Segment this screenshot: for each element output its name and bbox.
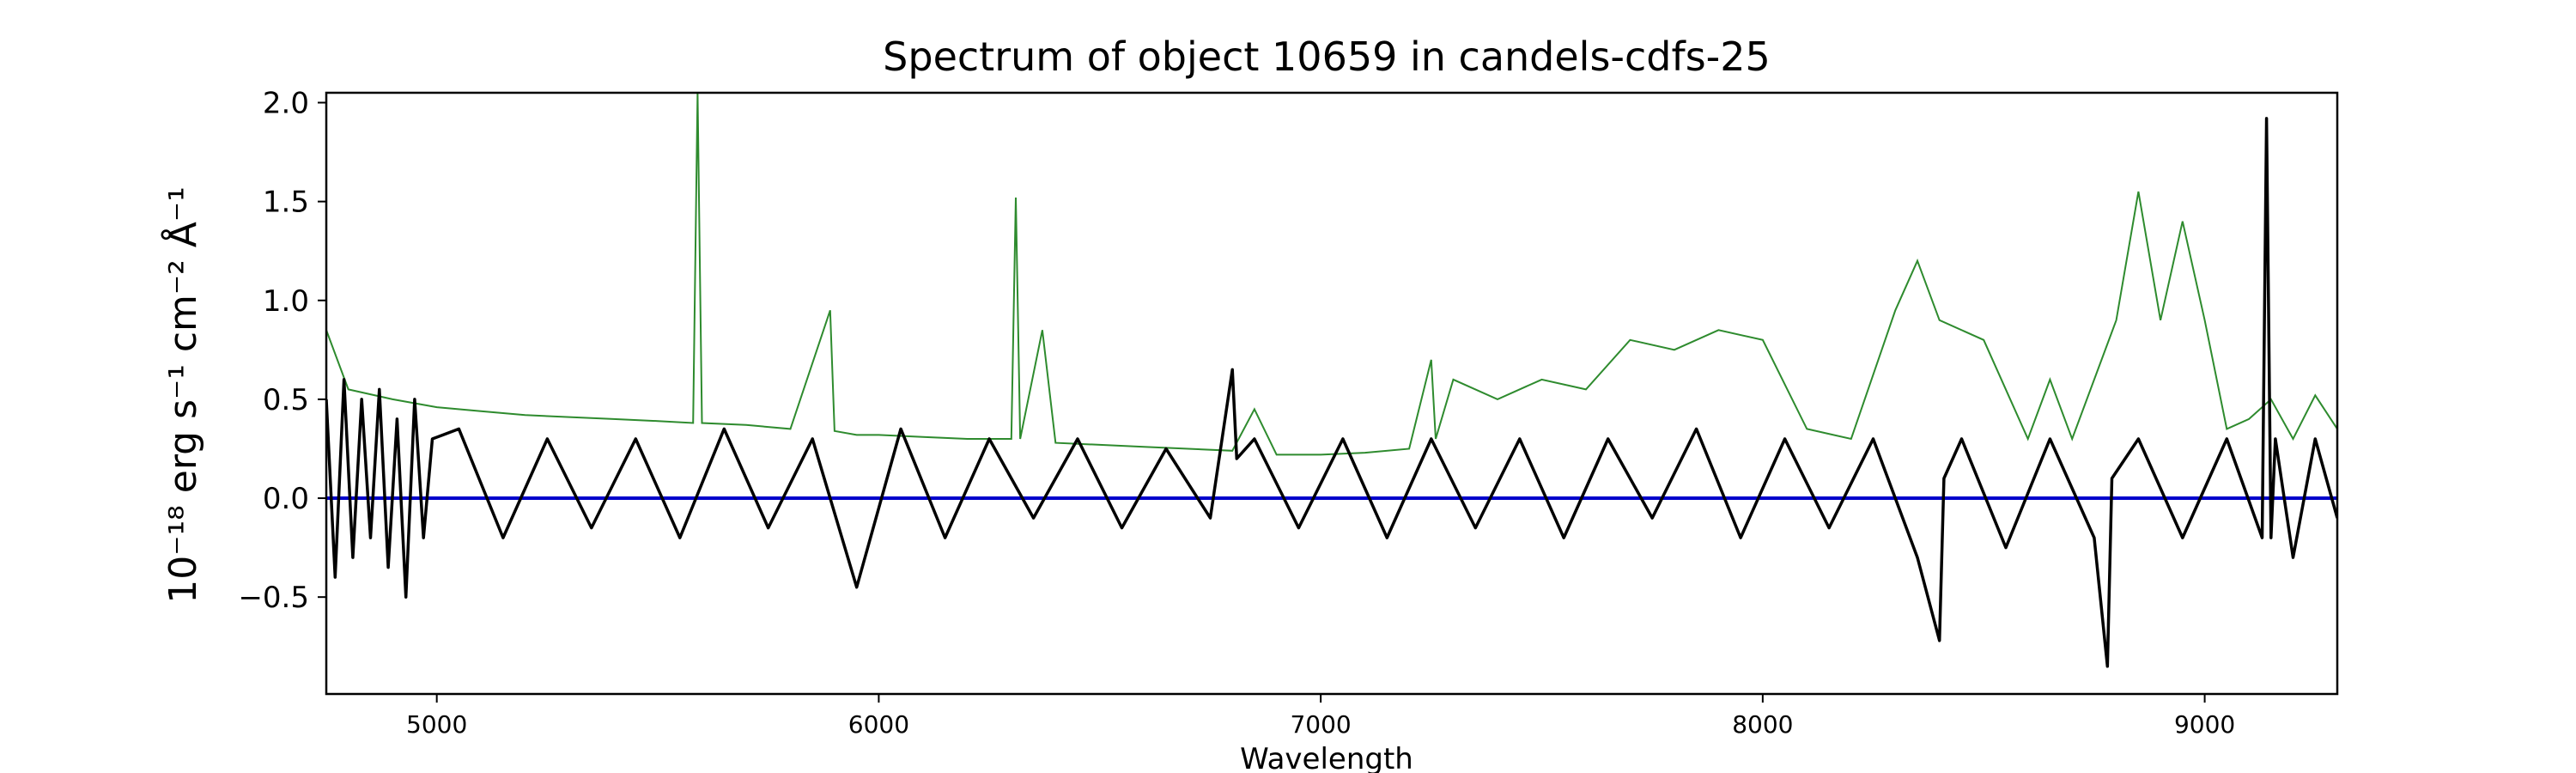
y-axis-label: 10⁻¹⁸ erg s⁻¹ cm⁻² Å⁻¹ — [160, 186, 205, 603]
plot-frame — [325, 91, 2339, 696]
x-axis-label: Wavelength — [1240, 742, 1413, 773]
y-tick-label: 1.5 — [263, 186, 309, 220]
x-tick-label: 5000 — [406, 710, 467, 739]
chart-title: Spectrum of object 10659 in candels-cdfs… — [883, 33, 1771, 80]
y-axis: 2.0 1.5 1.0 0.5 0.0 −0.5 — [238, 87, 326, 615]
y-tick-label: 2.0 — [263, 87, 309, 121]
x-tick-label: 9000 — [2174, 710, 2235, 739]
error-spectrum-line — [326, 93, 2337, 456]
y-tick-label: 0.5 — [263, 383, 309, 417]
flux-spectrum-line — [326, 117, 2337, 668]
x-tick-label: 8000 — [1732, 710, 1793, 739]
y-tick-label: 1.0 — [263, 284, 309, 319]
x-tick-label: 6000 — [848, 710, 909, 739]
x-tick-label: 7000 — [1290, 710, 1351, 739]
y-tick-label: 0.0 — [263, 482, 309, 516]
plot-area — [325, 91, 2339, 696]
x-axis: 5000 6000 7000 8000 9000 — [406, 694, 2235, 739]
y-tick-label: −0.5 — [238, 581, 309, 615]
